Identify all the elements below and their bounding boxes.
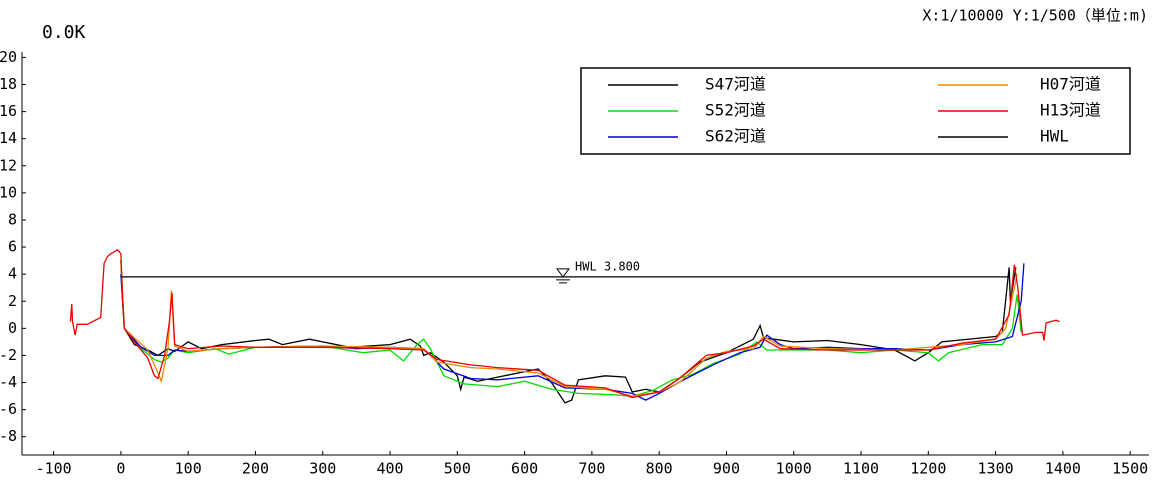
y-tick-label: 18	[0, 75, 17, 93]
y-tick-label: 16	[0, 102, 17, 120]
y-tick-label: 12	[0, 156, 17, 174]
legend-label: H07河道	[1040, 75, 1101, 94]
legend-label: S47河道	[705, 75, 766, 94]
x-tick-label: 1100	[843, 460, 879, 478]
y-tick-label: 4	[8, 265, 17, 283]
x-tick-label: 100	[175, 460, 202, 478]
y-tick-label: 20	[0, 48, 17, 66]
series-line	[69, 248, 1060, 399]
series-line	[120, 274, 1022, 397]
y-tick-label: 0	[8, 319, 17, 337]
y-tick-label: -6	[0, 400, 17, 418]
y-tick-label: 10	[0, 183, 17, 201]
y-tick-label: 2	[8, 292, 17, 310]
legend-label: S52河道	[705, 101, 766, 120]
x-tick-label: 1000	[776, 460, 812, 478]
legend-label: H13河道	[1040, 101, 1101, 120]
series-line	[120, 263, 1025, 401]
x-tick-label: 900	[713, 460, 740, 478]
y-tick-label: 6	[8, 238, 17, 256]
annotation: HWL 3.800	[575, 259, 640, 273]
x-tick-label: 800	[646, 460, 673, 478]
x-tick-label: 1200	[910, 460, 946, 478]
x-tick-label: 1500	[1112, 460, 1148, 478]
x-tick-label: 500	[444, 460, 471, 478]
scale-note: X:1/10000 Y:1/500（単位:m)	[922, 7, 1148, 25]
x-tick-label: 0	[116, 460, 125, 478]
series-line	[120, 260, 1018, 397]
legend-label: S62河道	[705, 127, 766, 146]
x-tick-label: 700	[578, 460, 605, 478]
x-tick-label: 1300	[978, 460, 1014, 478]
x-tick-label: -100	[36, 460, 72, 478]
y-tick-label: -8	[0, 427, 17, 445]
y-tick-label: 8	[8, 210, 17, 228]
x-tick-label: 400	[376, 460, 403, 478]
legend-label: HWL	[1040, 127, 1069, 146]
hwl-symbol	[556, 268, 570, 278]
y-tick-label: -2	[0, 346, 17, 364]
x-tick-label: 200	[242, 460, 269, 478]
x-tick-label: 300	[309, 460, 336, 478]
x-tick-label: 600	[511, 460, 538, 478]
x-tick-label: 1400	[1045, 460, 1081, 478]
series-line	[120, 260, 1017, 404]
y-tick-label: 14	[0, 129, 17, 147]
chart-title: 0.0K	[42, 22, 86, 43]
y-tick-label: -4	[0, 373, 17, 391]
